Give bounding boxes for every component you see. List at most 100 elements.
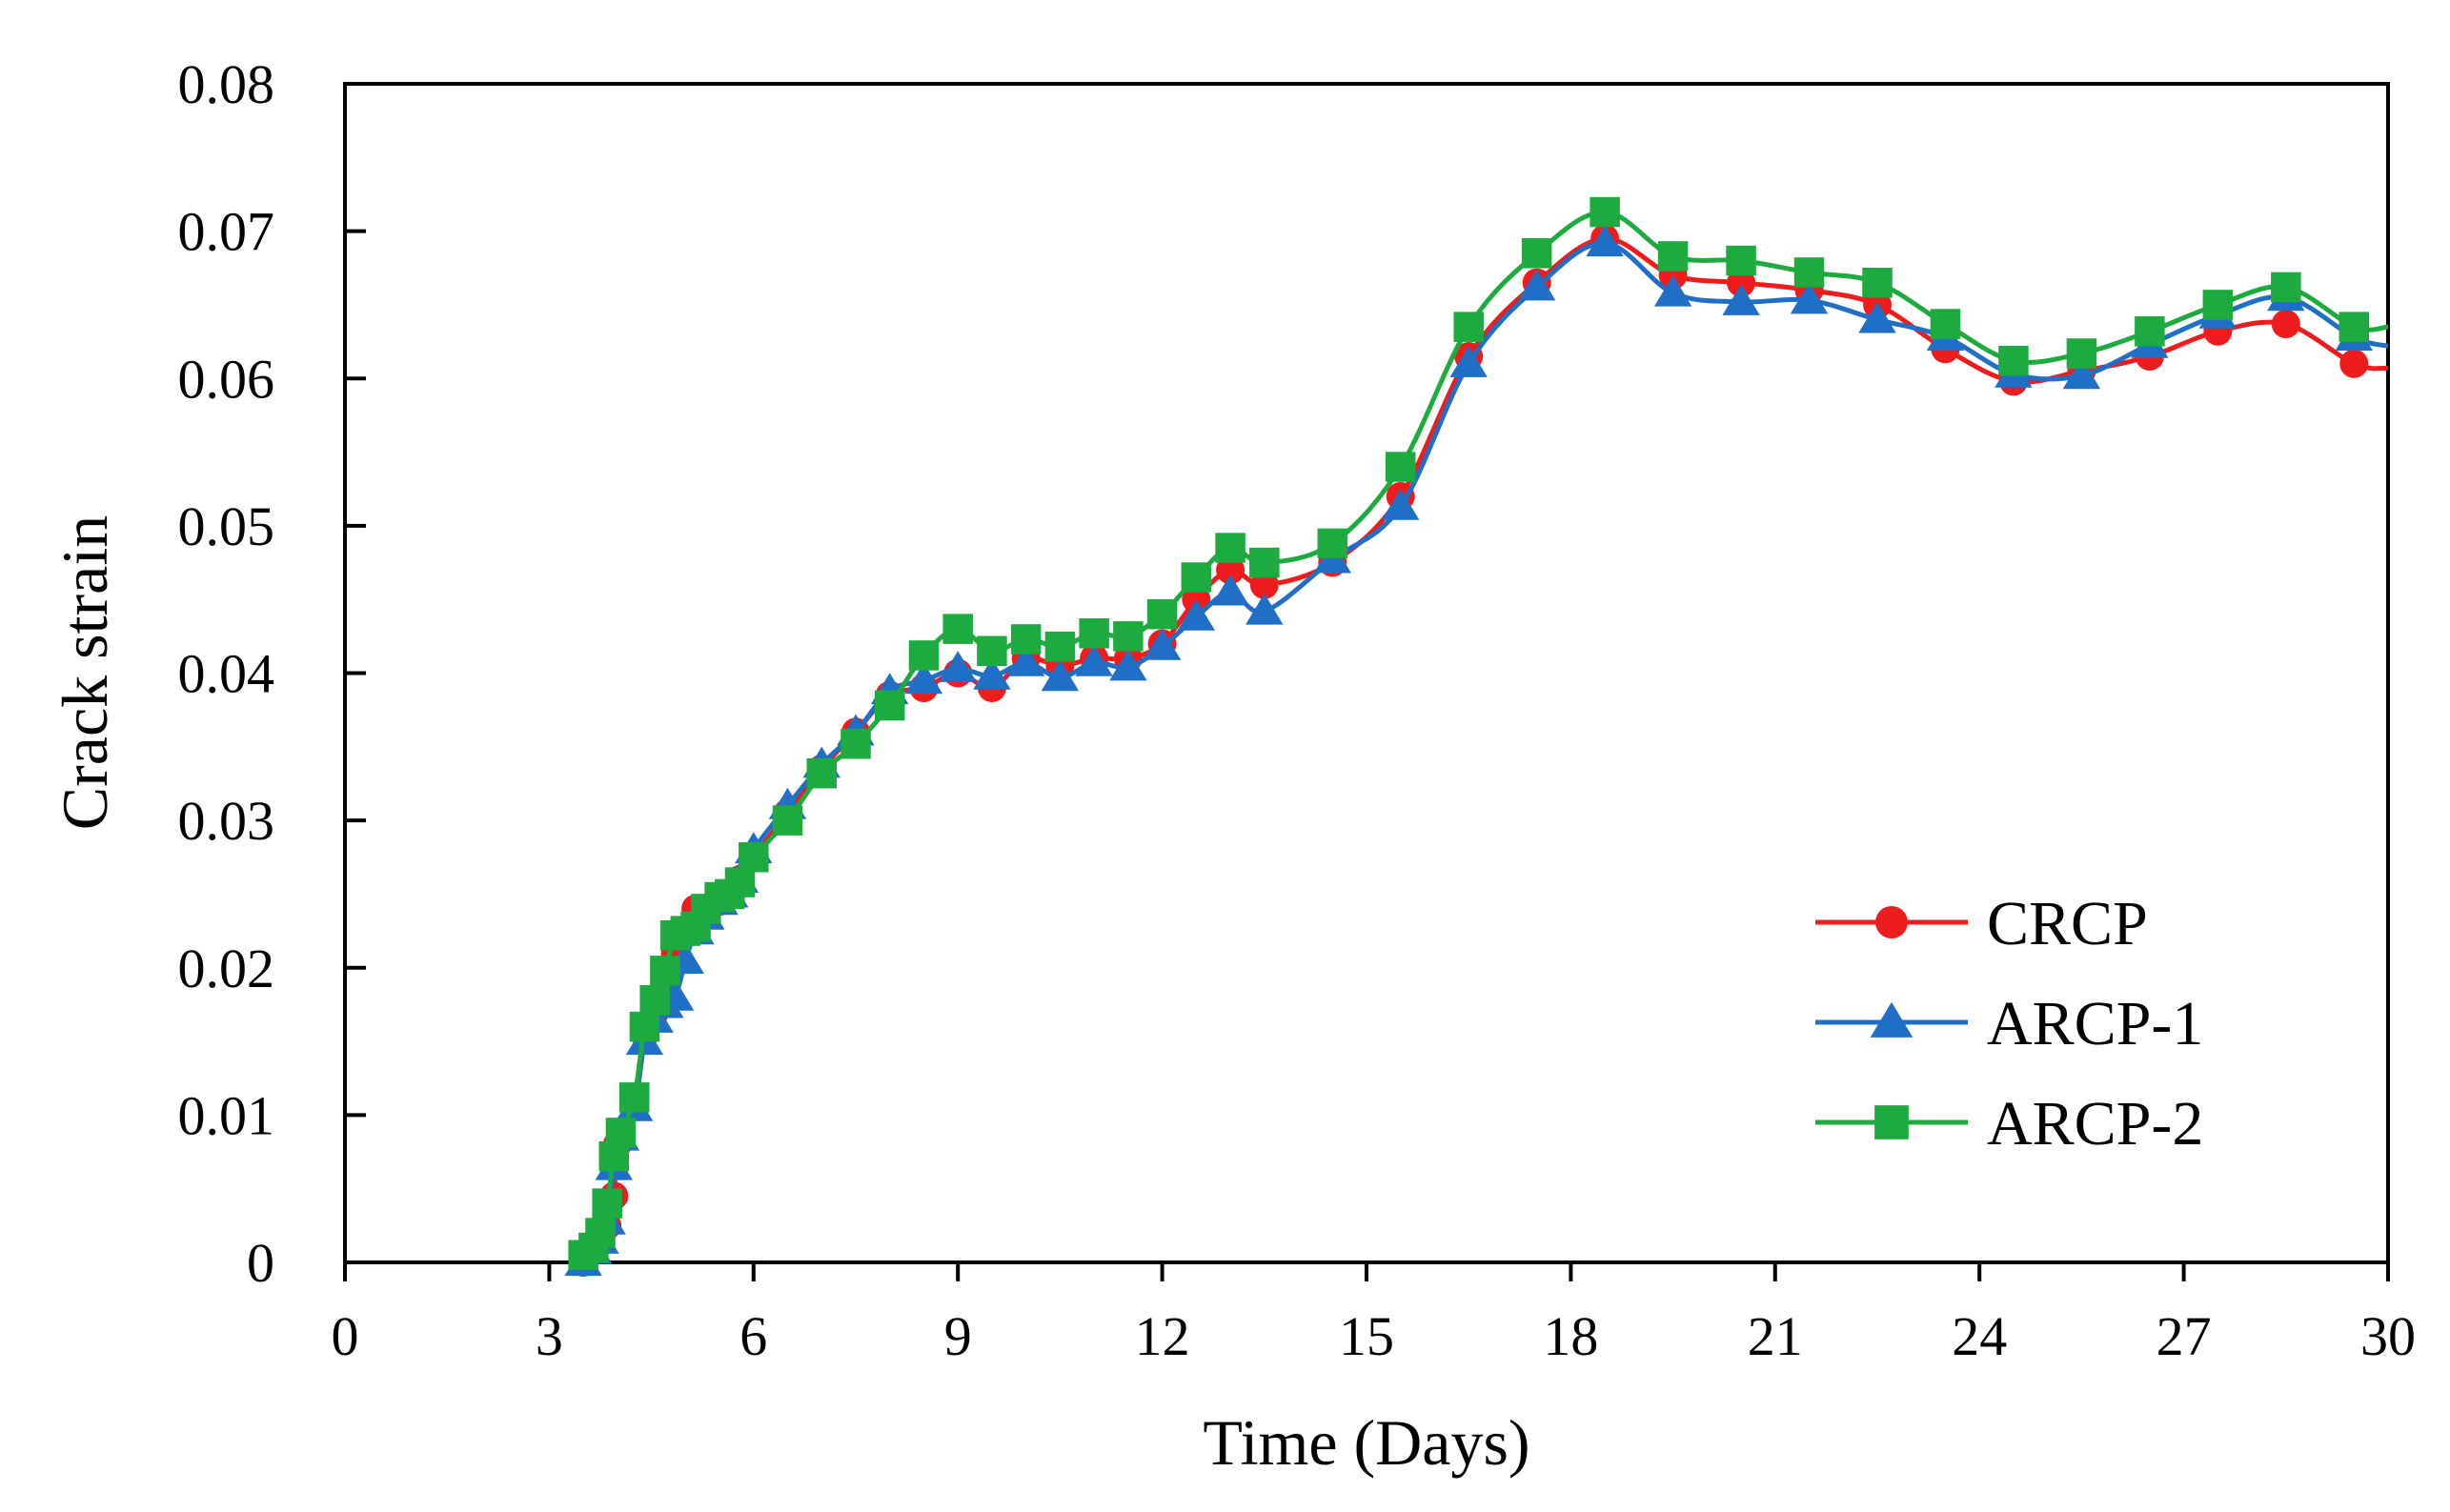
x-tick-label: 15 [1339, 1305, 1394, 1367]
y-tick-label: 0.04 [178, 643, 275, 705]
data-point-arcp-1 [1449, 346, 1488, 377]
data-point-arcp-2 [1010, 624, 1042, 655]
data-point-arcp-1 [939, 651, 977, 682]
data-point-arcp-2 [1521, 238, 1552, 269]
data-point-arcp-1 [1075, 644, 1113, 676]
data-point-arcp-2 [618, 1082, 650, 1113]
legend-item-arcp-2: ARCP-2 [1815, 1089, 2203, 1159]
data-point-arcp-1 [1382, 489, 1420, 520]
data-point-arcp-2 [1044, 631, 1076, 662]
data-point-arcp-2 [724, 867, 756, 897]
data-point-arcp-2 [1385, 452, 1416, 482]
x-tick-label: 27 [2156, 1305, 2212, 1367]
data-point-arcp-2 [2202, 290, 2234, 320]
data-point-crcp [2271, 310, 2300, 339]
data-point-arcp-2 [1862, 267, 1893, 298]
data-point-arcp-2 [1215, 533, 1245, 563]
data-point-arcp-2 [650, 956, 680, 986]
data-point-arcp-1 [1245, 593, 1284, 625]
data-point-arcp-1 [1177, 599, 1215, 631]
y-tick-label: 0.06 [178, 348, 275, 410]
y-tick-label: 0.01 [178, 1084, 275, 1146]
x-tick-label: 0 [332, 1305, 359, 1367]
y-tick-label: 0.03 [178, 790, 275, 852]
data-point-arcp-2 [2271, 272, 2301, 303]
data-point-arcp-1 [1518, 269, 1556, 301]
x-tick-label: 3 [536, 1305, 563, 1367]
data-point-arcp-1 [1586, 225, 1624, 257]
data-point-arcp-1 [1653, 274, 1692, 307]
data-point-arcp-2 [1930, 309, 1961, 339]
data-point-arcp-1 [1722, 284, 1760, 315]
y-axis-title: Crack strain [49, 515, 121, 830]
legend-item-crcp: CRCP [1815, 889, 2148, 958]
data-point-arcp-1 [1211, 574, 1249, 606]
y-tick-label: 0.02 [178, 937, 275, 999]
data-point-arcp-2 [1793, 257, 1825, 288]
y-tick-label: 0.07 [178, 201, 275, 263]
data-point-arcp-1 [1109, 649, 1147, 681]
x-tick-label: 9 [944, 1305, 972, 1367]
legend-marker-arcp-1 [1870, 1001, 1913, 1038]
data-point-arcp-2 [739, 842, 769, 873]
legend-label-arcp-2: ARCP-2 [1987, 1089, 2203, 1159]
x-tick-label: 12 [1135, 1305, 1190, 1367]
y-axis: 0 0.01 0.02 0.03 0.04 0.05 0.06 0.07 0.08 [178, 53, 366, 1294]
legend-item-arcp-1: ARCP-1 [1815, 989, 2203, 1058]
data-point-arcp-2 [1726, 245, 1756, 276]
data-point-arcp-2 [977, 635, 1007, 667]
data-point-arcp-2 [585, 1218, 616, 1248]
data-point-arcp-2 [1181, 562, 1212, 593]
plot-area-frame [343, 82, 2390, 1264]
data-point-arcp-2 [605, 1118, 637, 1148]
x-tick-label: 18 [1543, 1305, 1598, 1367]
data-point-arcp-2 [772, 805, 803, 836]
data-point-arcp-2 [1146, 598, 1178, 630]
legend-marker-crcp [1875, 906, 1908, 938]
data-point-arcp-2 [806, 757, 838, 789]
data-point-arcp-2 [1317, 528, 1348, 559]
data-point-arcp-2 [1657, 241, 1689, 272]
data-point-arcp-1 [1007, 644, 1045, 676]
y-tick-label: 0.05 [178, 495, 275, 557]
x-axis: 0 3 6 9 12 15 18 21 24 27 30 [332, 1262, 2416, 1367]
data-point-arcp-1 [973, 657, 1011, 690]
data-point-arcp-1 [2062, 357, 2101, 390]
data-point-arcp-2 [629, 1011, 660, 1042]
data-point-arcp-2 [2066, 338, 2097, 369]
y-tick-label: 0.08 [178, 53, 275, 115]
data-point-arcp-1 [1858, 301, 1896, 333]
data-point-arcp-1 [1790, 282, 1829, 314]
x-axis-title: Time (Days) [1203, 1406, 1529, 1479]
data-point-arcp-2 [1113, 621, 1144, 652]
data-point-arcp-1 [1143, 628, 1182, 660]
data-point-arcp-2 [874, 690, 905, 721]
data-point-arcp-2 [1998, 345, 2029, 376]
y-tick-label: 0 [247, 1232, 274, 1294]
x-tick-label: 24 [1952, 1305, 2007, 1367]
data-point-arcp-2 [2339, 312, 2370, 342]
data-point-arcp-2 [1453, 312, 1484, 342]
data-point-arcp-2 [942, 614, 973, 644]
data-point-arcp-2 [639, 985, 670, 1016]
data-point-arcp-2 [2135, 316, 2165, 347]
data-point-arcp-2 [1249, 547, 1280, 578]
legend: CRCP ARCP-1 ARCP-2 [1815, 889, 2203, 1159]
data-point-arcp-2 [1079, 618, 1109, 649]
x-tick-label: 6 [739, 1305, 767, 1367]
data-point-arcp-2 [908, 640, 940, 671]
data-point-crcp [2339, 349, 2369, 378]
legend-marker-arcp-2 [1874, 1105, 1909, 1139]
data-point-arcp-2 [840, 728, 871, 759]
data-point-arcp-1 [904, 662, 943, 695]
data-point-arcp-2 [592, 1188, 622, 1219]
x-tick-label: 21 [1748, 1305, 1803, 1367]
data-point-arcp-2 [1589, 196, 1620, 228]
legend-label-arcp-1: ARCP-1 [1987, 989, 2203, 1058]
data-point-arcp-1 [1041, 659, 1080, 692]
series-arcp-2 [568, 196, 2388, 1271]
legend-label-crcp: CRCP [1987, 889, 2148, 958]
x-tick-label: 30 [2360, 1305, 2416, 1367]
series-layer [564, 196, 2388, 1277]
